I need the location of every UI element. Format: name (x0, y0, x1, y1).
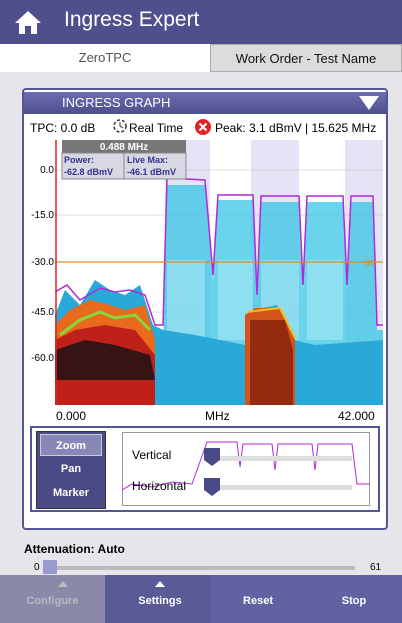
panel-title: INGRESS GRAPH (62, 95, 171, 110)
header-bar: Ingress Expert (0, 0, 402, 44)
ingress-plot: 30 0.488 MHz Power: -62.8 dBmV Live Max:… (55, 140, 383, 405)
y-tick-label: 0.0 (40, 165, 54, 176)
settings-button[interactable]: Settings (138, 595, 182, 607)
panel-title-bar: INGRESS GRAPH (24, 92, 386, 114)
y-tick-label: -45.0 (31, 307, 54, 318)
configure-button[interactable]: Configure (26, 595, 79, 607)
slider-label: Horizontal (132, 479, 186, 493)
up-arrow (155, 581, 165, 587)
horizontal-thumb[interactable] (204, 478, 220, 496)
y-tick-label: -30.0 (31, 257, 54, 268)
y-tick-label: -15.0 (31, 210, 54, 221)
marker-button[interactable]: Marker (52, 487, 90, 499)
collapse-toggle[interactable] (358, 95, 380, 111)
attenuation-min: 0 (34, 562, 40, 573)
attenuation-thumb[interactable] (43, 560, 57, 574)
configure-bg (0, 575, 105, 623)
attenuation-track[interactable] (45, 566, 355, 570)
live-max: -46.1 dBmV (127, 167, 176, 177)
reset-button[interactable]: Reset (243, 595, 273, 607)
action-bg (210, 575, 402, 623)
tpc-status: TPC: 0.0 dB (30, 121, 96, 135)
live-max-label: Live Max: (127, 155, 168, 165)
home-icon[interactable] (14, 9, 42, 35)
peak-status: Peak: 3.1 dBmV | 15.625 MHz (215, 121, 377, 135)
attenuation-label: Attenuation: Auto (24, 542, 125, 556)
mode-status: Real Time (129, 121, 184, 135)
tab[interactable]: ZeroTPC (0, 44, 210, 72)
x-tick-label: 0.000 (56, 409, 87, 423)
zoom-button[interactable]: Zoom (40, 434, 102, 456)
slider-box: Vertical Horizontal (122, 432, 370, 506)
app-title: Ingress Expert (64, 8, 200, 31)
toolbar (0, 575, 402, 623)
stop-button[interactable]: Stop (341, 595, 367, 607)
x-axis-unit: MHz (205, 409, 230, 423)
tab[interactable]: Work Order - Test Name (210, 44, 402, 72)
attenuation-max: 61 (370, 562, 382, 573)
error-icon (195, 119, 211, 135)
slider-label: Vertical (132, 448, 171, 462)
y-tick-label: -60.0 (31, 353, 54, 364)
pan-button[interactable]: Pan (60, 463, 82, 475)
x-tick-label: 42.000 (338, 409, 375, 423)
marker-power-label: Power: (64, 155, 94, 165)
marker-power: -62.8 dBmV (64, 167, 113, 177)
realtime-icon (113, 119, 127, 133)
control-box (30, 426, 380, 512)
threshold-label: 30 (365, 258, 375, 268)
marker-frequency: 0.488 MHz (100, 142, 148, 153)
up-arrow (58, 581, 68, 587)
